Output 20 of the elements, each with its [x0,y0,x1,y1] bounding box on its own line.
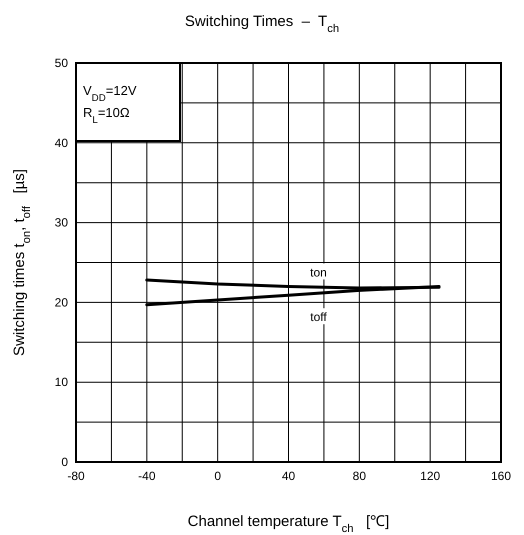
x-tick-label: -80 [67,469,85,483]
y-tick-label: 0 [61,455,68,469]
y-tick-label: 20 [54,295,68,310]
x-tick-label: -40 [138,469,156,483]
x-tick-label: 160 [490,469,512,483]
y-tick-label: 30 [54,216,68,230]
y-tick-label: 40 [54,136,68,150]
chart-title: Switching Times – T$_{ch}$ [184,13,340,35]
y-tick-label: 50 [54,56,68,70]
annotation: V$_{DD}$=12V [83,83,137,104]
x-tick-label: 80 [352,469,366,483]
series-label: toff [310,310,328,324]
x-tick-label: 120 [420,469,440,483]
x-tick-label: 0 [214,469,222,483]
x-tick-label: 40 [282,469,296,483]
series-label: ton [310,265,327,280]
y-tick-label: 10 [54,375,68,390]
annotation: R$_{L}$=10Ω [83,105,130,126]
x-axis-title: Channel temperature T$_{ch}$ [℃] [188,513,390,535]
note-box: V$_{DD}$=12V R$_{L}$=10Ω [75,62,181,142]
